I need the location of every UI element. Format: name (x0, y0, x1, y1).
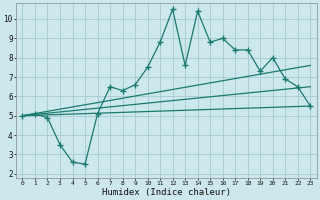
X-axis label: Humidex (Indice chaleur): Humidex (Indice chaleur) (102, 188, 231, 197)
